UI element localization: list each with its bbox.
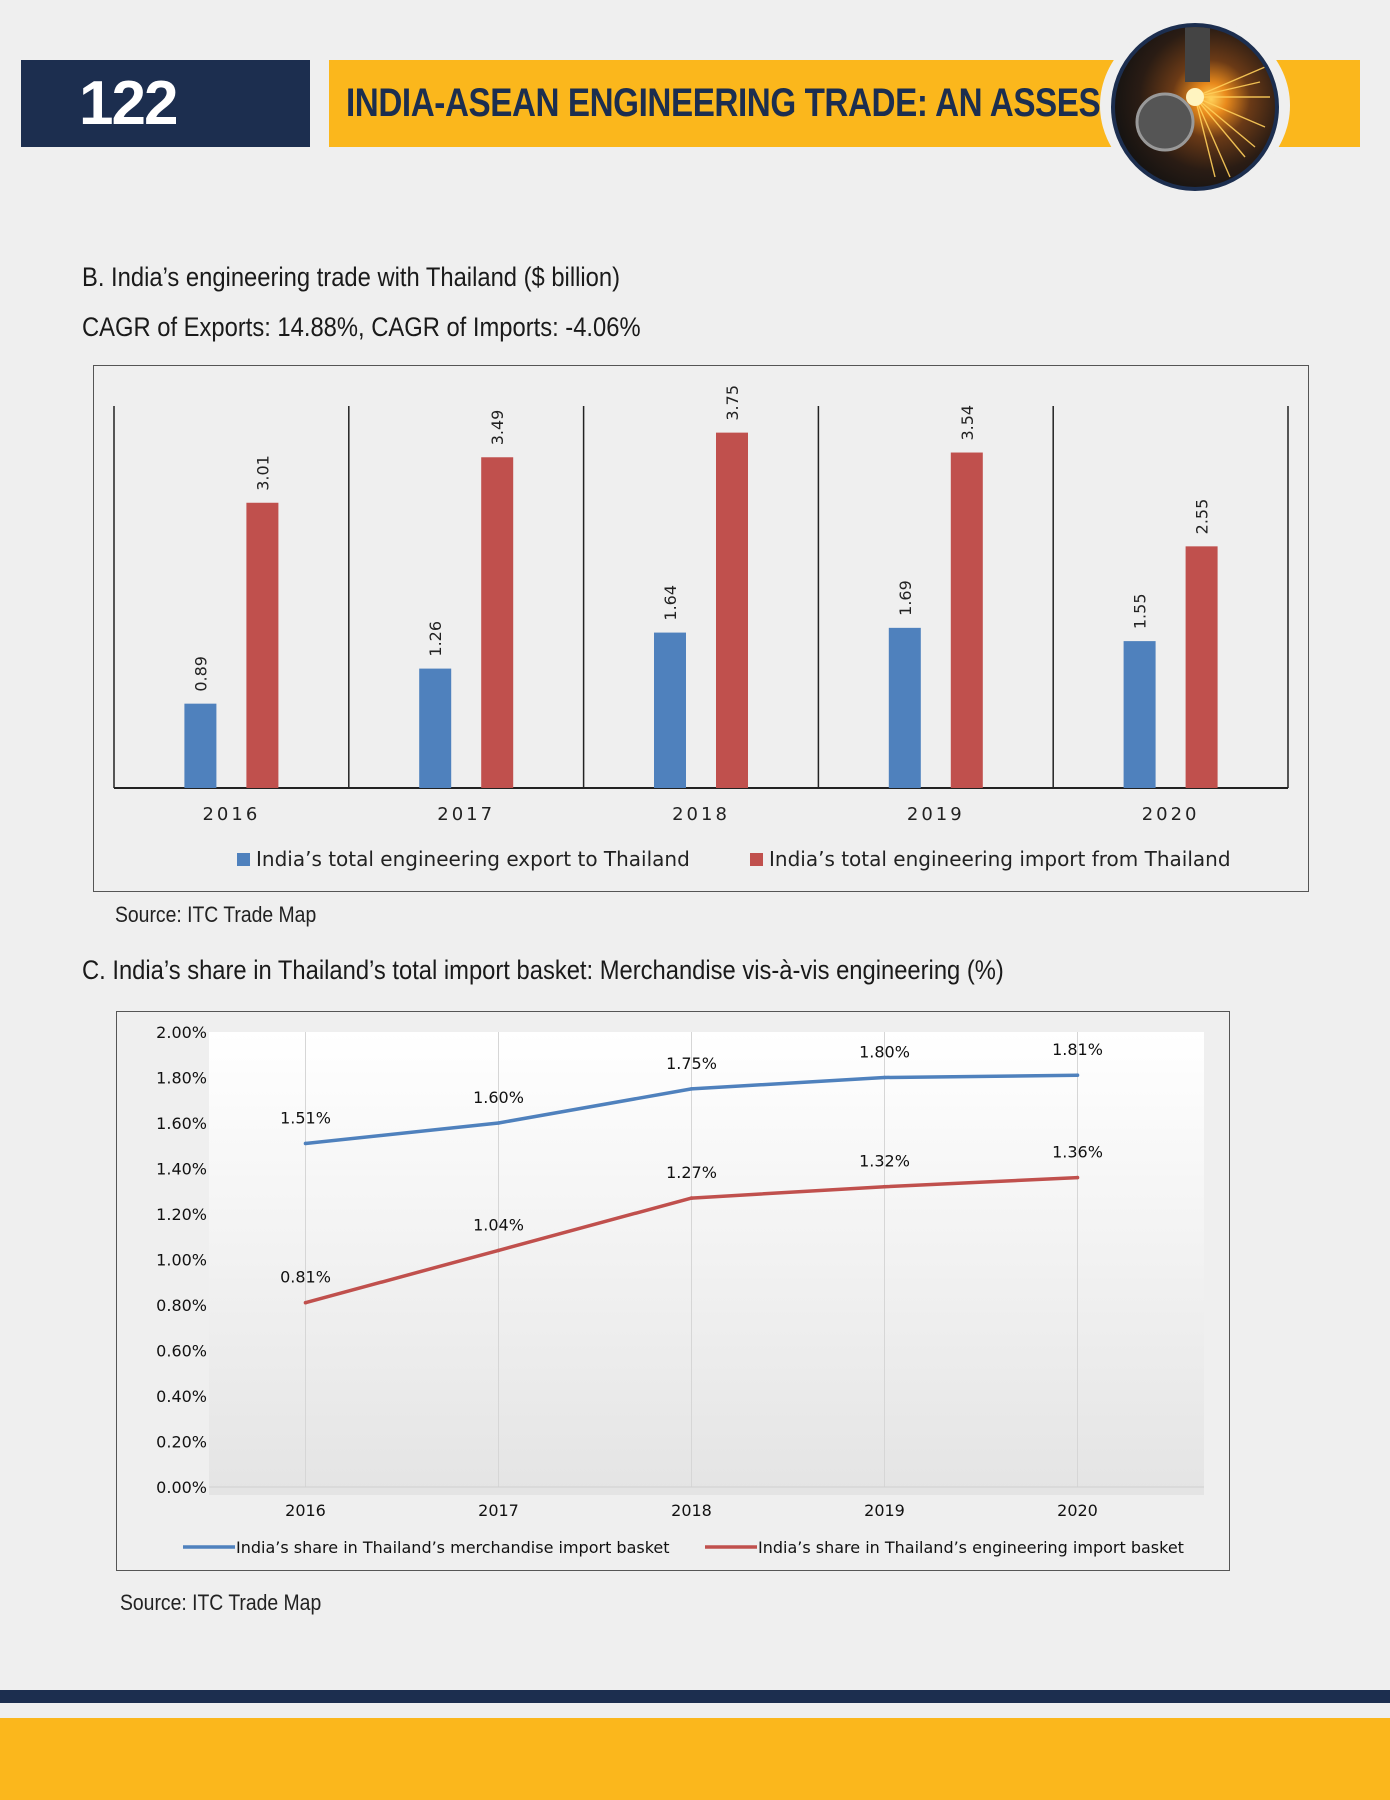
line-data-label: 1.36% — [1052, 1143, 1103, 1162]
x-tick-label: 2018 — [671, 1501, 712, 1520]
bar-export-2018 — [654, 632, 686, 788]
line-data-label: 1.81% — [1052, 1040, 1103, 1059]
bar-import-2017 — [481, 457, 514, 788]
y-tick-label: 1.40% — [156, 1160, 207, 1179]
header-title: INDIA-ASEAN ENGINEERING TRADE: AN ASSESS… — [346, 81, 1215, 125]
footer-yellow-band — [0, 1718, 1390, 1800]
x-tick-label: 2016 — [285, 1501, 326, 1520]
y-tick-label: 2.00% — [156, 1023, 207, 1042]
line-data-label: 1.51% — [280, 1108, 331, 1127]
y-tick-label: 0.40% — [156, 1387, 207, 1406]
series-point — [689, 1196, 694, 1200]
y-tick-label: 1.60% — [156, 1114, 207, 1133]
page-number-block: 122 — [21, 60, 310, 147]
line-data-label: 1.60% — [473, 1088, 524, 1107]
y-tick-label: 1.00% — [156, 1251, 207, 1270]
series-point — [882, 1075, 887, 1080]
series-point — [303, 1141, 308, 1146]
x-tick-label: 2019 — [864, 1501, 905, 1520]
line-data-label: 1.80% — [859, 1043, 910, 1062]
series-point — [1075, 1073, 1080, 1078]
bar-data-label: 1.26 — [426, 621, 445, 657]
bar-data-label: 3.49 — [488, 410, 507, 446]
bar-import-2019 — [950, 452, 983, 788]
x-tick-label: 2018 — [672, 804, 730, 825]
bar-data-label: 3.54 — [958, 405, 977, 441]
page-number: 122 — [79, 69, 178, 138]
x-tick-label: 2016 — [202, 804, 260, 825]
legend-label-export: India’s total engineering export to Thai… — [256, 847, 690, 871]
y-tick-label: 0.00% — [156, 1478, 207, 1497]
legend-label-import: India’s total engineering import from Th… — [769, 847, 1231, 871]
bar-data-label: 1.69 — [896, 580, 915, 616]
series-point — [496, 1248, 501, 1253]
bar-export-2016 — [184, 703, 217, 788]
bar-data-label: 2.55 — [1193, 499, 1212, 535]
x-tick-label: 2020 — [1142, 804, 1200, 825]
section-b-source: Source: ITC Trade Map — [115, 902, 317, 927]
bar-data-label: 1.64 — [661, 585, 680, 621]
x-tick-label: 2017 — [478, 1501, 519, 1520]
bar-data-label: 3.75 — [723, 385, 742, 421]
line-chart: 0.00% 0.20% 0.40% 0.60% 0.80% 1.00% 1.20% 1.40%… — [156, 1023, 1204, 1557]
bar-data-label: 3.01 — [253, 455, 272, 491]
legend-label-engineering: India’s share in Thailand’s engineering … — [758, 1538, 1184, 1557]
line-chart-frame: 0.00% 0.20% 0.40% 0.60% 0.80% 1.00% 1.20% 1.40%… — [116, 1011, 1230, 1571]
series-point — [496, 1121, 501, 1125]
line-data-label: 1.27% — [666, 1163, 717, 1182]
bar-data-label: 0.89 — [191, 656, 210, 692]
section-c-heading: C. India’s share in Thailand’s total imp… — [82, 955, 1004, 985]
bar-export-2017 — [419, 668, 452, 788]
welding-sparks-emblem — [1111, 23, 1279, 191]
bar-export-2020 — [1123, 641, 1156, 788]
sparks-graphic — [1135, 27, 1270, 178]
bar-chart-frame: 0.89 3.01 2016 1.26 3.49 2017 1.64 3.75 2018 1.69… — [93, 365, 1309, 892]
section-b-heading: B. India’s engineering trade with Thaila… — [82, 262, 621, 292]
x-tick-label: 2019 — [907, 804, 965, 825]
series-point — [1075, 1175, 1080, 1180]
y-tick-label: 0.60% — [156, 1342, 207, 1361]
bar-export-2019 — [888, 627, 921, 788]
bar-data-label: 1.55 — [1131, 593, 1150, 629]
plot-area — [209, 1032, 1204, 1495]
bar-import-2020 — [1185, 546, 1218, 788]
y-tick-label: 1.20% — [156, 1205, 207, 1224]
series-point — [882, 1184, 887, 1189]
line-data-label: 1.04% — [473, 1215, 524, 1234]
line-data-label: 0.81% — [280, 1268, 331, 1287]
legend-swatch-import — [750, 853, 763, 866]
y-tick-label: 0.20% — [156, 1433, 207, 1452]
line-data-label: 1.75% — [666, 1054, 717, 1073]
y-tick-label: 1.80% — [156, 1069, 207, 1088]
series-point — [689, 1087, 694, 1091]
x-tick-label: 2017 — [437, 804, 495, 825]
section-c-source: Source: ITC Trade Map — [120, 1590, 322, 1615]
section-b-cagr: CAGR of Exports: 14.88%, CAGR of Imports… — [82, 312, 641, 342]
footer-navy-band — [0, 1690, 1390, 1703]
line-data-label: 1.32% — [859, 1152, 910, 1171]
bar-import-2016 — [246, 502, 279, 788]
y-tick-label: 0.80% — [156, 1296, 207, 1315]
legend-label-merchandise: India’s share in Thailand’s merchandise … — [236, 1538, 670, 1557]
series-point — [303, 1300, 308, 1305]
bar-import-2018 — [716, 432, 748, 788]
legend-swatch-export — [237, 853, 250, 866]
x-tick-label: 2020 — [1057, 1501, 1098, 1520]
bar-chart: 0.89 3.01 2016 1.26 3.49 2017 1.64 3.75 2018 1.69… — [113, 385, 1289, 871]
